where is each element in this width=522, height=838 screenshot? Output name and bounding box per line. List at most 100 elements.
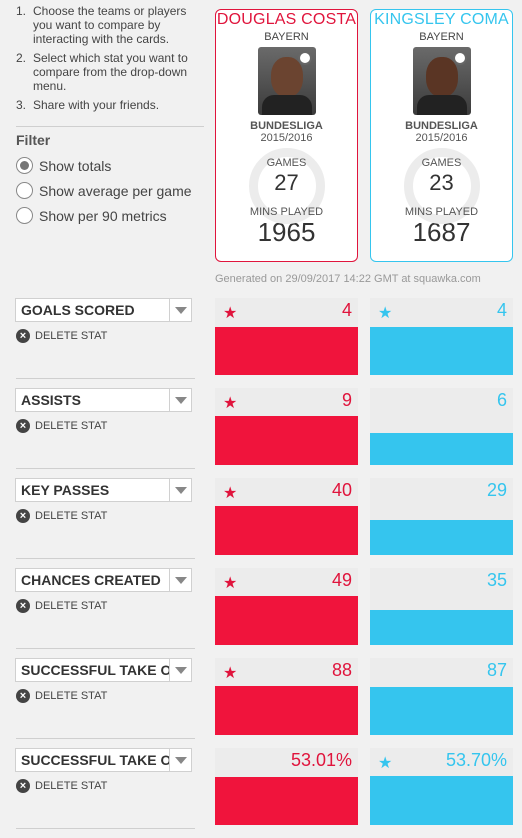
- delete-stat-button[interactable]: × DELETE STAT: [16, 509, 107, 523]
- delete-stat-button[interactable]: × DELETE STAT: [16, 419, 107, 433]
- stat-value-left: 88: [331, 660, 352, 680]
- team-name: BAYERN: [419, 31, 464, 43]
- star-icon: ★: [378, 755, 393, 772]
- stat-bar-left: ★ 9: [215, 388, 358, 465]
- player-card-left[interactable]: DOUGLAS COSTA BAYERN BUNDESLIGA 2015/201…: [215, 9, 358, 262]
- bar-fill-left: [215, 327, 358, 375]
- radio-icon[interactable]: [16, 182, 33, 199]
- mins-label: MINS PLAYED: [404, 206, 479, 218]
- bar-fill-right: [370, 327, 513, 375]
- close-icon: ×: [16, 419, 30, 433]
- instruction-text: Choose the teams or players you want to …: [33, 4, 187, 46]
- season: 2015/2016: [415, 132, 468, 144]
- divider: [16, 126, 204, 127]
- instruction-text: Share with your friends.: [33, 98, 160, 112]
- stat-select[interactable]: GOALS SCORED: [15, 298, 192, 322]
- radio-show-average[interactable]: Show average per game: [16, 182, 192, 199]
- delete-stat-label: DELETE STAT: [35, 690, 108, 702]
- stat-select[interactable]: SUCCESSFUL TAKE O: [15, 658, 192, 682]
- games-ring: GAMES 23: [403, 148, 480, 224]
- radio-show-totals[interactable]: Show totals: [16, 157, 111, 174]
- stat-value-right: 87: [486, 660, 507, 680]
- chevron-down-icon[interactable]: [169, 479, 191, 501]
- delete-stat-button[interactable]: × DELETE STAT: [16, 779, 107, 793]
- radio-selected-icon[interactable]: [16, 157, 33, 174]
- delete-stat-button[interactable]: × DELETE STAT: [16, 329, 107, 343]
- stat-select-value: KEY PASSES: [21, 482, 110, 498]
- instruction-number: 3.: [16, 98, 27, 112]
- stat-select[interactable]: ASSISTS: [15, 388, 192, 412]
- player-name: DOUGLAS COSTA: [216, 11, 357, 28]
- stat-row: SUCCESSFUL TAKE O × DELETE STAT ★ 88 87: [0, 658, 522, 748]
- delete-stat-label: DELETE STAT: [35, 420, 108, 432]
- divider: [16, 648, 195, 649]
- divider: [16, 738, 195, 739]
- delete-stat-button[interactable]: × DELETE STAT: [16, 599, 107, 613]
- chevron-down-icon[interactable]: [169, 299, 191, 321]
- stat-select[interactable]: SUCCESSFUL TAKE O: [15, 748, 192, 772]
- radio-show-per-90[interactable]: Show per 90 metrics: [16, 207, 167, 224]
- season: 2015/2016: [260, 132, 313, 144]
- stat-value-right: 53.70%: [445, 750, 507, 770]
- instruction-text: Select which stat you want to compare fr…: [33, 51, 188, 93]
- stat-select-value: SUCCESSFUL TAKE O: [21, 752, 169, 768]
- star-icon: ★: [378, 305, 393, 322]
- league-name: BUNDESLIGA: [250, 120, 323, 132]
- bar-fill-left: [215, 415, 358, 465]
- divider: [16, 468, 195, 469]
- bar-fill-right: [370, 432, 513, 465]
- stat-select-value: ASSISTS: [21, 392, 81, 408]
- bar-fill-left: [215, 505, 358, 555]
- divider: [16, 558, 195, 559]
- bar-fill-right: [370, 519, 513, 555]
- player-name: KINGSLEY COMA: [374, 11, 509, 28]
- stat-bar-left: ★ 88: [215, 658, 358, 735]
- stat-bar-left: ★ 4: [215, 298, 358, 375]
- close-icon: ×: [16, 689, 30, 703]
- player-photo: [412, 47, 471, 115]
- bar-fill-left: [215, 595, 358, 645]
- league-name: BUNDESLIGA: [405, 120, 478, 132]
- star-icon: ★: [223, 575, 238, 592]
- instructions-list: 1. Choose the teams or players you want t…: [16, 4, 208, 117]
- stat-row: ASSISTS × DELETE STAT ★ 9 6: [0, 388, 522, 478]
- star-icon: ★: [223, 485, 238, 502]
- games-label: GAMES: [421, 157, 462, 169]
- radio-label: Show average per game: [39, 182, 192, 199]
- stat-select-value: CHANCES CREATED: [21, 572, 161, 588]
- chevron-down-icon[interactable]: [169, 659, 191, 681]
- stat-row: SUCCESSFUL TAKE O × DELETE STAT 53.01% ★…: [0, 748, 522, 838]
- mins-label: MINS PLAYED: [249, 206, 324, 218]
- delete-stat-label: DELETE STAT: [35, 780, 108, 792]
- stat-value-right: 4: [496, 300, 507, 320]
- instruction-item: 3. Share with your friends.: [16, 98, 208, 112]
- stat-select[interactable]: CHANCES CREATED: [15, 568, 192, 592]
- stat-value-right: 29: [486, 480, 507, 500]
- stat-value-left: 49: [331, 570, 352, 590]
- player-card-right[interactable]: KINGSLEY COMA BAYERN BUNDESLIGA 2015/201…: [370, 9, 513, 262]
- stat-select[interactable]: KEY PASSES: [15, 478, 192, 502]
- chevron-down-icon[interactable]: [169, 749, 191, 771]
- star-icon: ★: [223, 305, 238, 322]
- stat-value-right: 35: [486, 570, 507, 590]
- delete-stat-button[interactable]: × DELETE STAT: [16, 689, 107, 703]
- delete-stat-label: DELETE STAT: [35, 510, 108, 522]
- bar-fill-right: [370, 686, 513, 735]
- stat-bar-right: ★ 53.70%: [370, 748, 513, 825]
- stat-value-left: 4: [341, 300, 352, 320]
- delete-stat-label: DELETE STAT: [35, 330, 108, 342]
- close-icon: ×: [16, 599, 30, 613]
- instruction-item: 1. Choose the teams or players you want t…: [16, 4, 208, 46]
- stat-bar-right: 35: [370, 568, 513, 645]
- stat-bar-left: 53.01%: [215, 748, 358, 825]
- stat-bar-left: ★ 49: [215, 568, 358, 645]
- divider: [16, 828, 195, 829]
- games-ring: GAMES 27: [248, 148, 325, 224]
- chevron-down-icon[interactable]: [169, 569, 191, 591]
- bar-fill-left: [215, 685, 358, 735]
- stat-value-left: 53.01%: [290, 750, 352, 770]
- chevron-down-icon[interactable]: [169, 389, 191, 411]
- filter-title: Filter: [16, 132, 51, 148]
- stat-bar-right: 87: [370, 658, 513, 735]
- radio-icon[interactable]: [16, 207, 33, 224]
